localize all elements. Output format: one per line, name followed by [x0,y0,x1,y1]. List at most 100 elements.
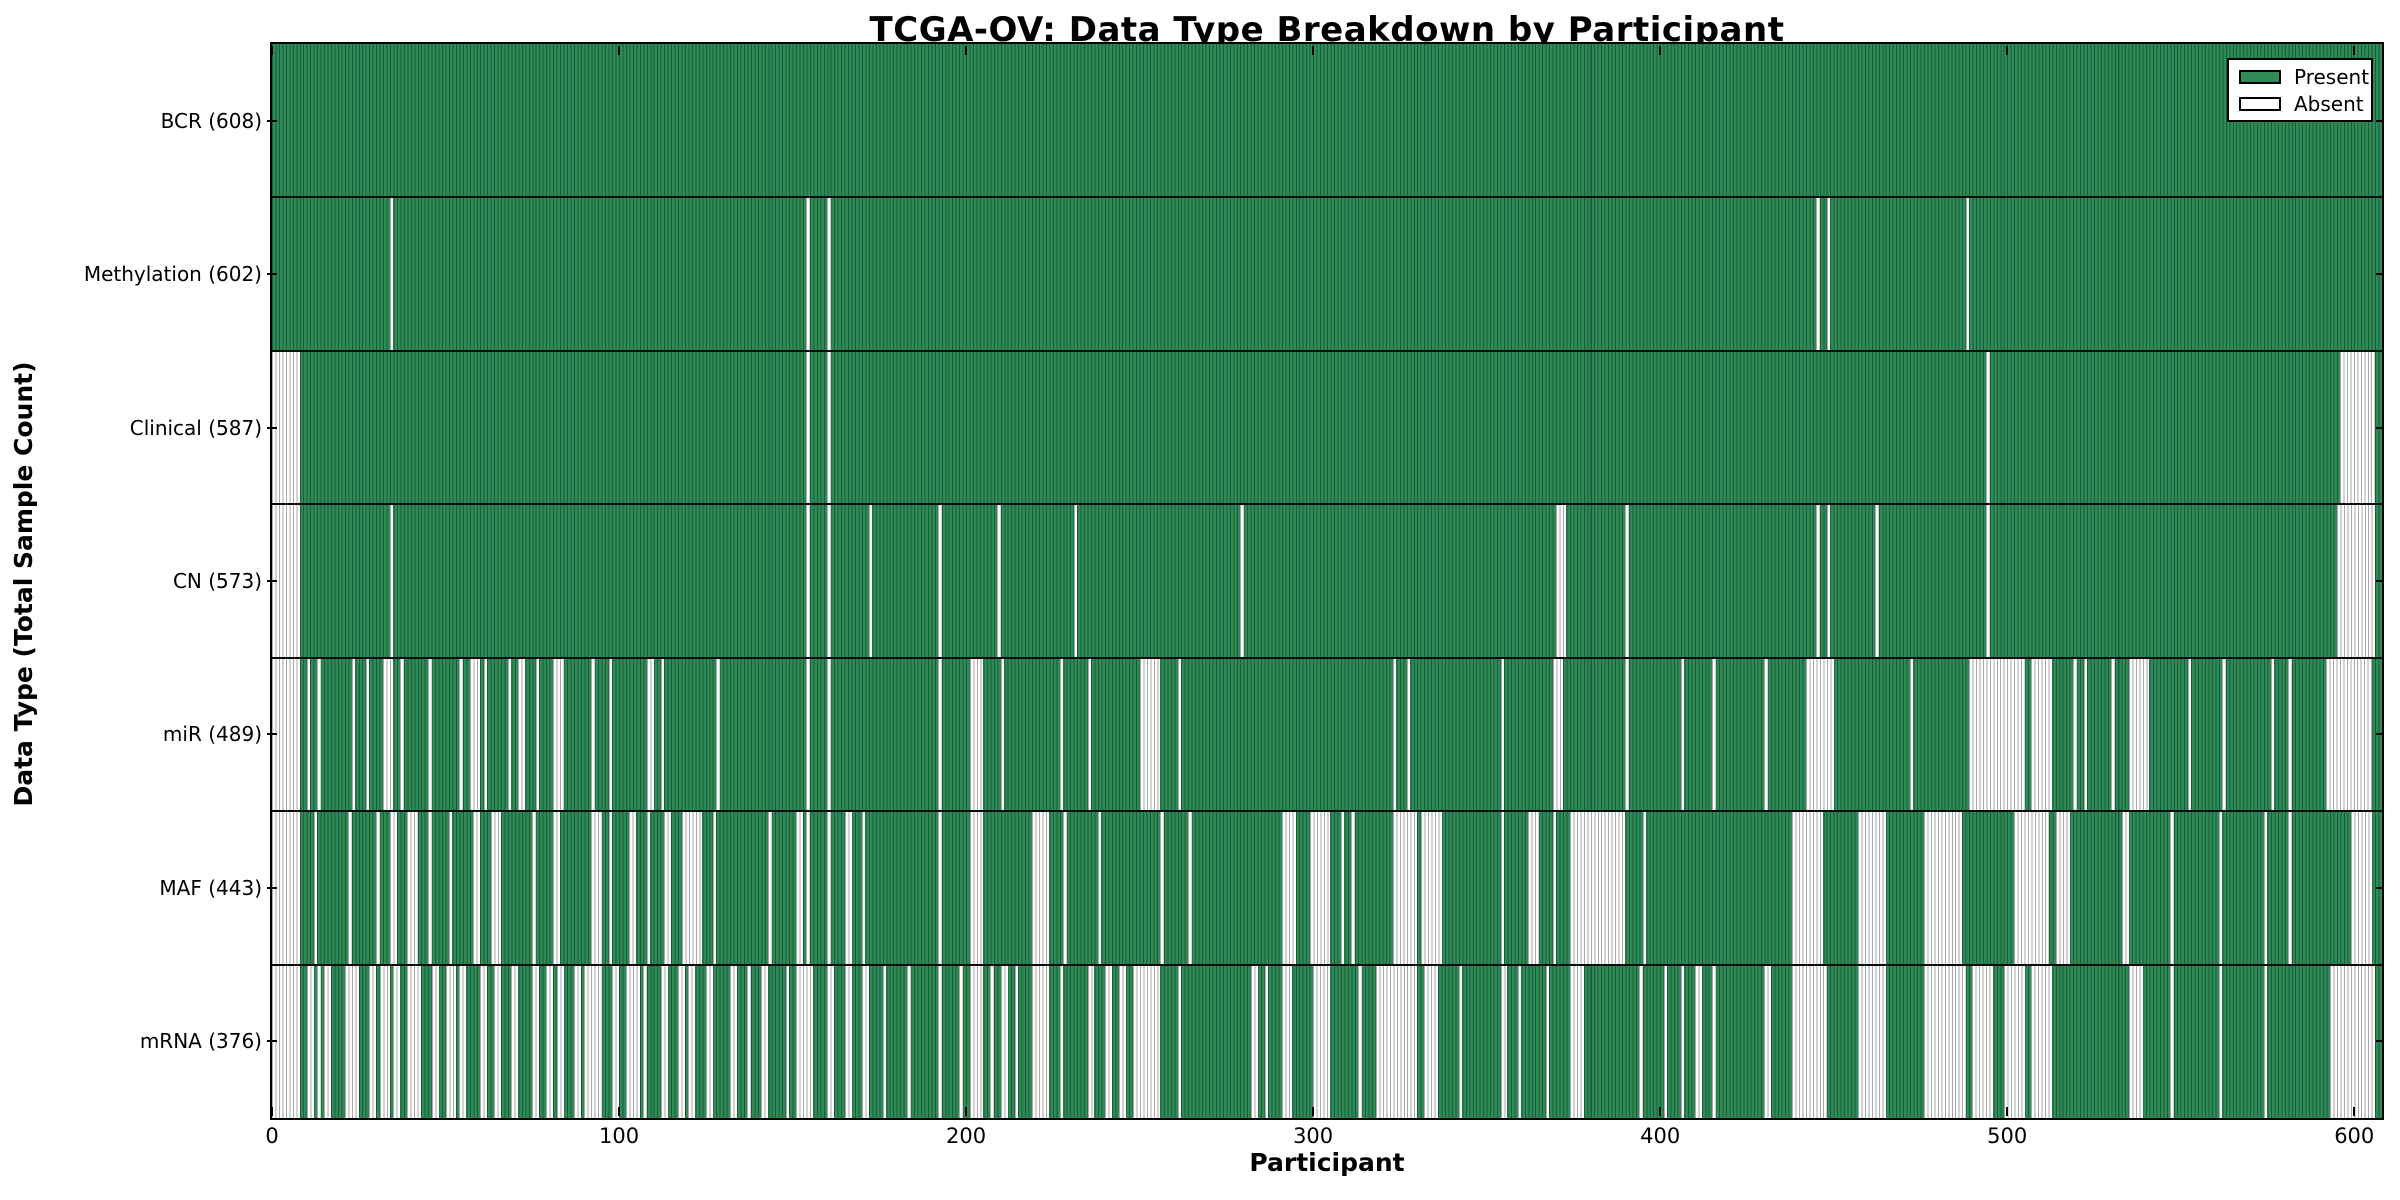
y-tick [267,119,277,122]
absent-band-Methylation [389,197,394,351]
absent-band-MAF [1552,811,1557,965]
absent-band-Clinical [827,350,831,505]
absent-band-miR [1087,657,1091,812]
absent-band-miR [365,657,370,812]
absent-band-mRNA [1712,964,1716,1118]
absent-band-miR [1177,657,1182,812]
absent-band-mRNA [2264,964,2268,1118]
row-separator [272,963,2382,966]
x-tick-label-200: 200 [946,1124,987,1148]
absent-band-MAF [2170,811,2174,965]
absent-band-miR [827,657,831,812]
absent-band-MAF [1188,811,1192,965]
bar-row-CN [272,504,2382,658]
absent-band-mRNA [379,964,390,1118]
absent-band-CN [1826,504,1831,658]
absent-band-mRNA [532,964,540,1118]
bar-row-MAF [272,811,2382,965]
legend: Present Absent [2227,58,2373,122]
absent-band-Methylation [1816,197,1820,351]
absent-band-mRNA [1104,964,1112,1118]
bar-row-BCR [272,44,2382,198]
y-tick-label-CN: CN (573) [172,569,262,593]
absent-band-MAF [1923,811,1963,965]
legend-label-absent: Absent [2294,92,2364,116]
absent-band-mRNA [938,964,942,1118]
absent-band-MAF [1857,811,1886,965]
plot-area [272,44,2382,1118]
absent-band-Methylation [827,197,831,351]
bar-row-Methylation [272,197,2382,351]
absent-band-mRNA [1458,964,1463,1118]
y-tick [267,733,277,736]
absent-band-CN [1816,504,1820,658]
absent-band-miR [1764,657,1768,812]
absent-band-mRNA [747,964,751,1118]
absent-band-miR [317,657,321,812]
absent-band-mRNA [369,964,377,1118]
absent-band-miR [1392,657,1397,812]
absent-band-miR [1680,657,1685,812]
absent-band-miR [646,657,654,812]
absent-band-MAF [448,811,453,965]
absent-band-MAF [1160,811,1164,965]
absent-band-MAF [646,811,651,965]
absent-band-mRNA [1032,964,1050,1118]
y-tick [267,580,277,582]
absent-band-miR [459,657,463,812]
absent-band-MAF [2121,811,2129,965]
absent-band-MAF [1063,811,1067,965]
absent-band-mRNA [861,964,869,1118]
absent-band-CN [1556,504,1567,658]
y-tick-label-MAF: MAF (443) [159,875,262,900]
present-swatch [2239,70,2281,84]
absent-band-MAF [348,811,352,965]
absent-band-mRNA [2128,964,2143,1118]
x-tick [1312,46,1315,55]
absent-band-miR [1910,657,1914,812]
absent-band-mRNA [990,964,994,1118]
absent-band-CN [1875,504,1879,658]
absent-band-CN [389,504,394,658]
absent-band-mRNA [344,964,359,1118]
absent-band-miR [306,657,311,812]
absent-band-MAF [2014,811,2049,965]
y-tick [2376,1040,2384,1043]
x-tick-label-500: 500 [1987,1124,2028,1148]
absent-band-mRNA [660,964,668,1118]
absent-band-mRNA [959,964,963,1118]
absent-band-MAF [796,811,803,965]
x-tick [1312,1107,1315,1116]
y-tick [2376,119,2384,122]
absent-band-MAF [313,811,318,965]
absent-band-miR [2222,657,2226,812]
absent-band-miR [483,657,488,812]
absent-band-mRNA [643,964,647,1118]
absent-band-MAF [1642,811,1647,965]
absent-band-mRNA [612,964,620,1118]
absent-band-CN [2336,504,2376,658]
absent-band-Clinical [806,350,810,505]
absent-band-MAF [1500,811,1504,965]
legend-label-present: Present [2294,65,2370,89]
bar-row-mRNA [272,964,2382,1118]
y-tick [267,1040,277,1043]
row-separator [272,196,2382,199]
absent-band-mRNA [1264,964,1268,1118]
y-tick [2376,886,2384,889]
absent-band-MAF [681,811,703,965]
absent-band-CN [997,504,1001,658]
absent-band-mRNA [844,964,852,1118]
absent-band-MAF [1281,811,1296,965]
row-separator [272,810,2382,813]
absent-band-MAF [1792,811,1824,965]
absent-band-Methylation [1826,197,1831,351]
row-separator [272,349,2382,352]
x-tick [2006,1107,2009,1116]
absent-band-MAF [1032,811,1050,965]
absent-band-miR [553,657,564,812]
absent-band-mRNA [1764,964,1772,1118]
row-separator [272,503,2382,506]
absent-band-mRNA [1087,964,1095,1118]
